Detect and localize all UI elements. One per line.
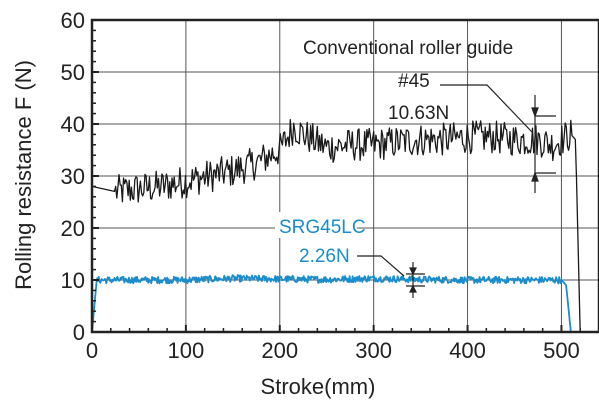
srg-label-backdrop xyxy=(275,212,357,238)
conventional-series-label: Conventional roller guide xyxy=(303,38,513,59)
grid-lines xyxy=(92,20,599,332)
series-layer xyxy=(91,118,581,333)
x-tick-label: 500 xyxy=(543,338,580,363)
x-axis-title: Stroke(mm) xyxy=(261,374,376,399)
conventional-size-label: #45 xyxy=(398,71,430,92)
conventional-leader-line xyxy=(440,84,533,133)
x-tick-label: 400 xyxy=(449,338,486,363)
y-tick-label: 60 xyxy=(61,8,85,33)
srg-series-label: SRG45LC xyxy=(279,217,366,238)
srg-amplitude-marker xyxy=(406,262,425,298)
srg-amplitude-label: 2.26N xyxy=(299,246,350,267)
y-tick-label: 30 xyxy=(61,164,85,189)
x-tick-label: 0 xyxy=(86,338,98,363)
series-line-0 xyxy=(91,118,581,333)
x-tick-label: 100 xyxy=(168,338,205,363)
x-tick-label: 200 xyxy=(261,338,298,363)
annotations: Conventional roller guide #45 10.63N SRG… xyxy=(275,38,556,298)
y-tick-label: 20 xyxy=(61,216,85,241)
srg-value-backdrop xyxy=(296,243,360,267)
y-tick-label: 40 xyxy=(61,112,85,137)
x-tick-label: 300 xyxy=(355,338,392,363)
ticks-layer: 0 100 200 300 400 500 0 10 20 30 40 50 60 xyxy=(61,8,581,363)
conventional-amplitude-marker xyxy=(531,95,556,193)
y-axis-title: Rolling resistance F (N) xyxy=(11,60,36,290)
srg-leader-line xyxy=(357,255,405,277)
series-line-1 xyxy=(91,274,572,333)
y-tick-label: 10 xyxy=(61,268,85,293)
y-tick-label: 50 xyxy=(61,60,85,85)
y-tick-label: 0 xyxy=(73,320,85,345)
conventional-amplitude-label: 10.63N xyxy=(388,103,449,124)
